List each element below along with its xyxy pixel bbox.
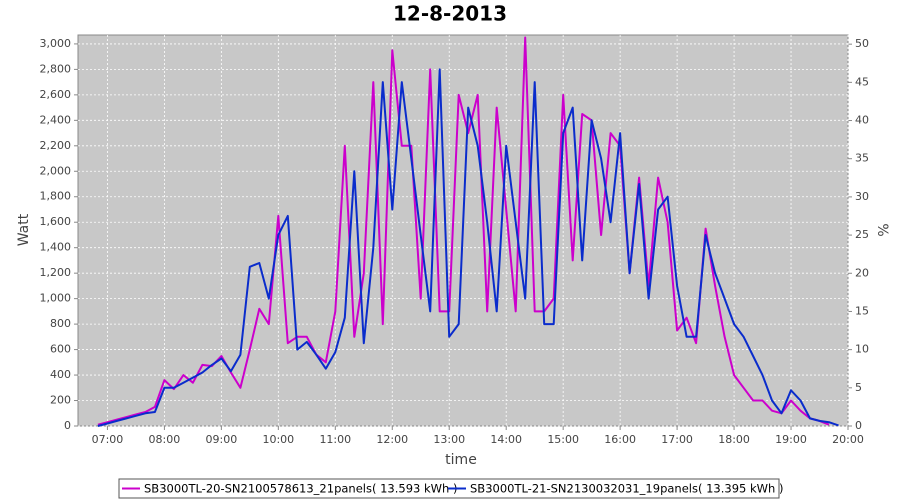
x-tick-label: 14:00 [490, 433, 522, 446]
y-tick-label: 600 [50, 343, 71, 356]
y-tick-label: 2,800 [40, 62, 72, 75]
y-tick-label: 2,600 [40, 88, 72, 101]
chart-title: 12-8-2013 [393, 2, 507, 26]
y-tick-label: 3,000 [40, 37, 72, 50]
legend-label: SB3000TL-20-SN2100578613_21panels( 13.59… [144, 482, 457, 496]
y2-tick-label: 15 [855, 304, 869, 317]
legend-label: SB3000TL-21-SN2130032031_19panels( 13.39… [470, 482, 783, 496]
x-tick-label: 17:00 [661, 433, 693, 446]
x-tick-label: 15:00 [547, 433, 579, 446]
y2-tick-label: 25 [855, 228, 869, 241]
y-tick-label: 2,200 [40, 139, 72, 152]
series-line [97, 68, 839, 427]
y-tick-label: 0 [64, 419, 71, 432]
x-tick-label: 07:00 [92, 433, 124, 446]
y2-tick-label: 10 [855, 343, 869, 356]
x-tick-label: 08:00 [149, 433, 181, 446]
x-axis-title: time [445, 452, 477, 468]
x-tick-label: 19:00 [775, 433, 807, 446]
x-tick-label: 11:00 [319, 433, 351, 446]
y-tick-label: 200 [50, 394, 71, 407]
x-tick-label: 18:00 [718, 433, 750, 446]
x-tick-label: 20:00 [832, 433, 864, 446]
x-tick-label: 16:00 [604, 433, 636, 446]
y-tick-label: 2,000 [40, 164, 72, 177]
y2-tick-label: 45 [855, 75, 869, 88]
y2-tick-label: 20 [855, 266, 869, 279]
y-tick-label: 1,600 [40, 215, 72, 228]
x-tick-label: 10:00 [262, 433, 294, 446]
y-axis-title: Watt [16, 213, 32, 246]
y-tick-label: 2,400 [40, 113, 72, 126]
y2-tick-label: 35 [855, 152, 869, 165]
y2-axis-title: % [874, 223, 890, 236]
y2-tick-label: 30 [855, 190, 869, 203]
y2-tick-label: 0 [855, 419, 862, 432]
y-tick-label: 400 [50, 368, 71, 381]
x-tick-label: 12:00 [376, 433, 408, 446]
y-tick-label: 800 [50, 317, 71, 330]
y-tick-label: 1,200 [40, 266, 72, 279]
y2-tick-label: 50 [855, 37, 869, 50]
y-tick-label: 1,800 [40, 190, 72, 203]
y2-tick-label: 5 [855, 381, 862, 394]
y-tick-label: 1,400 [40, 241, 72, 254]
y2-tick-label: 40 [855, 114, 869, 127]
x-tick-label: 13:00 [433, 433, 465, 446]
y-tick-label: 1,000 [40, 292, 72, 305]
x-tick-label: 09:00 [206, 433, 238, 446]
